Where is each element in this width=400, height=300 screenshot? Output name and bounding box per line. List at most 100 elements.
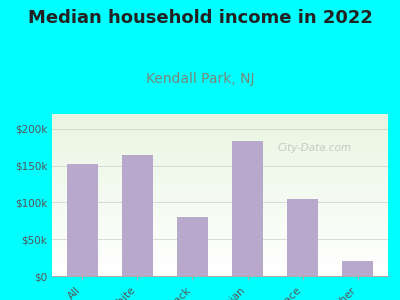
Bar <box>52 159 388 161</box>
Bar <box>52 174 388 176</box>
Bar <box>52 195 388 196</box>
Bar <box>52 124 388 125</box>
Bar <box>52 234 388 236</box>
Bar <box>52 214 388 216</box>
Bar <box>52 179 388 180</box>
Bar <box>52 130 388 132</box>
Bar <box>52 248 388 250</box>
Bar <box>52 211 388 213</box>
Bar <box>52 219 388 221</box>
Bar <box>52 229 388 231</box>
Bar <box>52 169 388 171</box>
Bar <box>52 119 388 121</box>
Bar <box>52 146 388 148</box>
Bar <box>52 221 388 223</box>
Bar <box>52 164 388 166</box>
Bar <box>52 158 388 159</box>
Bar <box>52 258 388 260</box>
Bar <box>52 200 388 202</box>
Bar <box>52 182 388 184</box>
Bar <box>52 187 388 188</box>
Text: Median household income in 2022: Median household income in 2022 <box>28 9 372 27</box>
Bar <box>52 206 388 208</box>
Bar <box>52 117 388 119</box>
Bar <box>52 247 388 248</box>
Bar <box>52 188 388 190</box>
Bar <box>52 150 388 151</box>
Bar <box>52 148 388 150</box>
Bar <box>52 127 388 129</box>
Bar <box>52 269 388 271</box>
Bar <box>52 185 388 187</box>
Bar <box>52 210 388 211</box>
Bar <box>232 141 263 276</box>
Bar <box>52 161 388 163</box>
Bar <box>52 250 388 252</box>
Bar <box>52 213 388 214</box>
Bar <box>52 261 388 263</box>
Bar <box>52 167 388 169</box>
Bar <box>52 132 388 134</box>
Bar <box>288 200 318 276</box>
Bar <box>52 194 388 195</box>
Bar <box>67 164 98 276</box>
Bar <box>52 171 388 172</box>
Bar <box>52 190 388 192</box>
Bar <box>177 217 208 276</box>
Bar <box>52 266 388 268</box>
Bar <box>52 263 388 265</box>
Bar <box>52 135 388 137</box>
Bar <box>52 198 388 200</box>
Bar <box>52 192 388 194</box>
Bar <box>52 172 388 174</box>
Bar <box>52 129 388 130</box>
Bar <box>52 153 388 154</box>
Bar <box>52 240 388 242</box>
Bar <box>52 218 388 219</box>
Bar <box>52 142 388 143</box>
Bar <box>342 261 373 276</box>
Bar <box>52 203 388 205</box>
Bar <box>52 265 388 266</box>
Bar <box>52 137 388 138</box>
Bar <box>52 226 388 227</box>
Bar <box>52 239 388 240</box>
Bar <box>52 163 388 164</box>
Bar <box>52 134 388 135</box>
Bar <box>52 116 388 117</box>
Bar <box>52 242 388 244</box>
Bar <box>52 180 388 182</box>
Bar <box>52 202 388 203</box>
Bar <box>52 236 388 237</box>
Bar <box>52 145 388 146</box>
Bar <box>52 122 388 124</box>
Bar <box>52 253 388 255</box>
Bar <box>52 273 388 274</box>
Bar <box>52 271 388 273</box>
Bar <box>52 154 388 156</box>
Bar <box>52 224 388 226</box>
Bar <box>52 205 388 206</box>
Bar <box>52 255 388 256</box>
Bar <box>52 237 388 239</box>
Bar <box>52 176 388 177</box>
Bar <box>52 245 388 247</box>
Bar <box>52 143 388 145</box>
Bar <box>52 252 388 253</box>
Text: Kendall Park, NJ: Kendall Park, NJ <box>146 72 254 86</box>
Bar <box>52 151 388 153</box>
Bar <box>52 232 388 234</box>
Bar <box>52 166 388 167</box>
Bar <box>52 208 388 210</box>
Bar <box>52 114 388 116</box>
Bar <box>52 177 388 179</box>
Bar <box>52 196 388 198</box>
Bar <box>52 121 388 122</box>
Bar <box>52 138 388 140</box>
Bar <box>52 156 388 158</box>
Bar <box>52 216 388 218</box>
Bar <box>52 268 388 269</box>
Bar <box>52 140 388 142</box>
Bar <box>52 125 388 127</box>
Bar <box>52 274 388 276</box>
